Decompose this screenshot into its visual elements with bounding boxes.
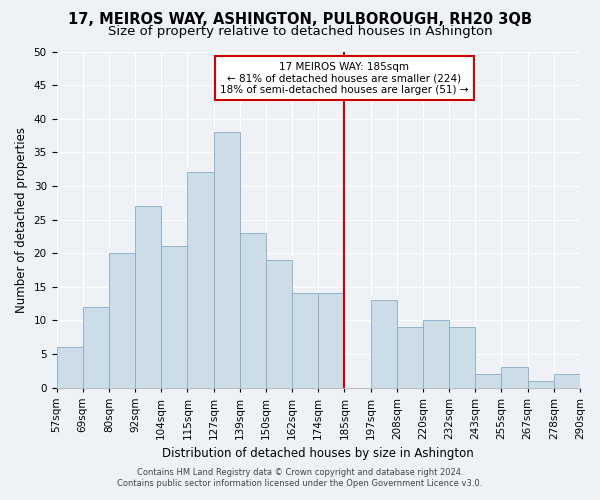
Bar — [449, 327, 475, 388]
Text: Size of property relative to detached houses in Ashington: Size of property relative to detached ho… — [107, 25, 493, 38]
Bar — [423, 320, 449, 388]
Bar — [214, 132, 240, 388]
Text: 17, MEIROS WAY, ASHINGTON, PULBOROUGH, RH20 3QB: 17, MEIROS WAY, ASHINGTON, PULBOROUGH, R… — [68, 12, 532, 28]
Bar — [318, 294, 344, 388]
Bar — [502, 368, 527, 388]
Bar — [109, 253, 135, 388]
Bar — [554, 374, 580, 388]
Bar — [83, 307, 109, 388]
Bar — [266, 260, 292, 388]
Text: 17 MEIROS WAY: 185sqm
← 81% of detached houses are smaller (224)
18% of semi-det: 17 MEIROS WAY: 185sqm ← 81% of detached … — [220, 62, 469, 95]
Bar — [56, 347, 83, 388]
Bar — [397, 327, 423, 388]
Y-axis label: Number of detached properties: Number of detached properties — [15, 126, 28, 312]
Bar — [161, 246, 187, 388]
Bar — [475, 374, 502, 388]
X-axis label: Distribution of detached houses by size in Ashington: Distribution of detached houses by size … — [163, 447, 474, 460]
Text: Contains HM Land Registry data © Crown copyright and database right 2024.
Contai: Contains HM Land Registry data © Crown c… — [118, 468, 482, 487]
Bar — [371, 300, 397, 388]
Bar — [292, 294, 318, 388]
Bar — [240, 233, 266, 388]
Bar — [187, 172, 214, 388]
Bar — [527, 381, 554, 388]
Bar — [135, 206, 161, 388]
